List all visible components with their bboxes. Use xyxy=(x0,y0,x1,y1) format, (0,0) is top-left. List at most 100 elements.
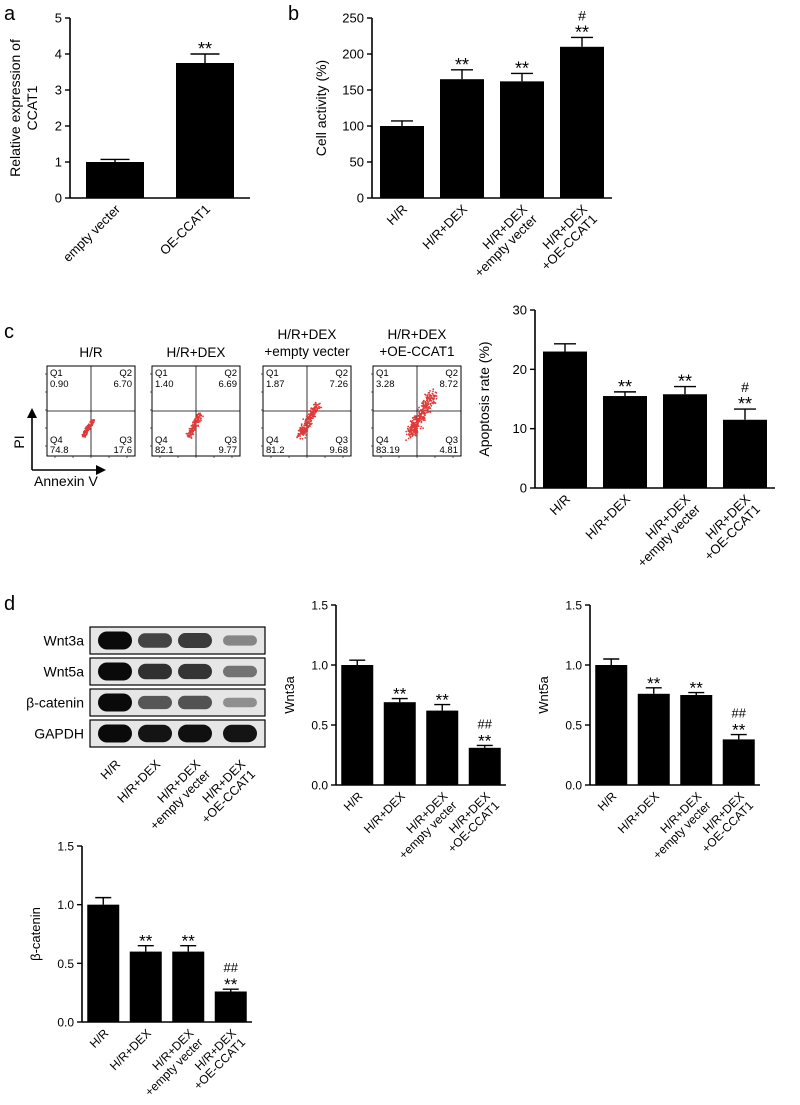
y-tick-label: 0.5 xyxy=(311,719,328,733)
chart-wnt5a: 0.00.51.01.5Wnt5aH/R**H/R+DEX**H/R+DEX+e… xyxy=(536,599,760,862)
flow-event-dot xyxy=(320,406,323,409)
flow-event-dot xyxy=(306,428,308,431)
flow-event-dot xyxy=(307,426,309,429)
blot-row-label: GAPDH xyxy=(34,726,84,742)
flow-event-dot xyxy=(311,417,313,420)
flow-event-dot xyxy=(418,411,420,413)
flow-event-dot xyxy=(421,402,423,405)
blot-band xyxy=(98,724,132,743)
bar xyxy=(383,702,416,785)
flow-event-dot xyxy=(411,425,414,428)
western-blot: Wnt3aWnt5aβ-cateninGAPDHH/RH/R+DEXH/R+DE… xyxy=(26,626,266,833)
flow-event-dot xyxy=(299,433,301,436)
flow-event-dot xyxy=(300,423,303,426)
flow-event-dot xyxy=(85,432,88,435)
y-tick-label: 30 xyxy=(513,303,527,318)
flow-event-dot xyxy=(411,433,413,436)
flow-event-dot xyxy=(302,428,304,431)
significance-label: ** xyxy=(738,394,752,414)
bar xyxy=(723,419,767,488)
flow-event-dot xyxy=(429,407,432,409)
bar xyxy=(543,351,587,488)
flow-event-dot xyxy=(313,403,315,406)
flow-event-dot xyxy=(423,407,425,410)
bar xyxy=(637,693,670,785)
flow-event-dot xyxy=(422,402,425,404)
flow-event-dot xyxy=(435,397,438,400)
x-tick-label-line: H/R+DEX xyxy=(582,491,633,542)
flow-event-dot xyxy=(412,434,415,436)
x-tick-label: H/R+DEX xyxy=(361,789,408,836)
quadrant-value-q3: 9.77 xyxy=(219,445,238,456)
flow-event-dot xyxy=(308,413,311,416)
flow-event-dot xyxy=(429,402,432,405)
y-tick-label: 4 xyxy=(55,47,62,62)
flow-event-dot xyxy=(414,425,416,427)
y-tick-label: 20 xyxy=(513,362,527,377)
flow-event-dot xyxy=(195,417,198,420)
flow-event-dot xyxy=(416,414,419,416)
y-tick-label: 0 xyxy=(520,481,527,496)
flow-event-dot xyxy=(92,418,95,421)
significance-label: # xyxy=(578,7,586,23)
flow-event-dot xyxy=(415,423,418,426)
y-tick-label: 0.5 xyxy=(57,957,74,971)
blot-band xyxy=(98,631,132,650)
flow-event-dot xyxy=(412,421,415,424)
quadrant-value-q3: 4.81 xyxy=(440,445,459,456)
flow-plot-title: H/R+DEX xyxy=(167,345,226,360)
flow-axis-legend: PI Annexin V xyxy=(11,408,106,489)
flow-event-dot xyxy=(312,415,315,418)
flow-event-dot xyxy=(309,422,311,425)
bar xyxy=(87,904,120,1022)
significance-label: ** xyxy=(478,731,492,750)
flow-event-dot xyxy=(432,399,434,401)
flow-event-dot xyxy=(86,424,89,427)
flow-event-dot xyxy=(194,428,196,431)
flow-event-dot xyxy=(428,391,431,394)
quadrant-label-q1: Q1 xyxy=(376,368,389,379)
y-tick-label: 5 xyxy=(55,11,62,26)
flow-event-dot xyxy=(422,427,424,429)
blot-lane-label: H/R xyxy=(98,757,123,782)
flow-event-dot xyxy=(422,411,425,414)
flow-event-dot xyxy=(84,436,87,438)
flow-plot-title: H/R xyxy=(79,345,103,360)
flow-event-dot xyxy=(421,416,424,419)
significance-label: ** xyxy=(139,932,153,951)
flow-event-dot xyxy=(304,430,307,433)
quadrant-label-q4: Q4 xyxy=(376,435,389,446)
flow-event-dot xyxy=(188,432,191,435)
quadrant-label-q1: Q1 xyxy=(155,368,168,379)
flow-plot-title-line: H/R xyxy=(79,345,103,360)
flow-event-dot xyxy=(424,409,427,412)
flow-x-axis-label: Annexin V xyxy=(34,473,98,489)
flow-event-dot xyxy=(302,426,305,429)
flow-event-dot xyxy=(427,394,429,396)
y-tick-label: 1.0 xyxy=(311,659,328,673)
blot-band xyxy=(178,695,212,710)
x-tick-label: H/R+DEX+OE-CCAT1 xyxy=(691,491,763,563)
flow-event-dot xyxy=(189,433,192,436)
flow-event-dot xyxy=(315,406,318,409)
flow-event-dot xyxy=(197,412,200,415)
flow-event-dot xyxy=(200,417,202,419)
flow-x-arrowhead xyxy=(96,465,106,475)
panel-letter-a: a xyxy=(4,3,16,25)
bar xyxy=(214,991,247,1022)
y-axis-label-line: Cell activity (%) xyxy=(313,60,329,156)
significance-label: ** xyxy=(393,685,407,704)
flow-event-dot xyxy=(88,427,91,430)
y-tick-label: 1.5 xyxy=(57,840,74,854)
quadrant-label-q3: Q3 xyxy=(445,435,458,446)
flow-event-dot xyxy=(432,393,434,395)
quadrant-value-q3: 17.6 xyxy=(114,445,133,456)
y-axis-label: Apoptosis rate (%) xyxy=(476,341,492,456)
y-axis-label-line: CCAT1 xyxy=(24,85,40,130)
flow-event-dot xyxy=(305,424,307,427)
quadrant-label-q2: Q2 xyxy=(119,368,132,379)
quadrant-label-q4: Q4 xyxy=(50,435,63,446)
flow-event-dot xyxy=(314,411,317,413)
flow-event-dot xyxy=(427,397,430,400)
x-tick-label: H/R+DEX+OE-CCAT1 xyxy=(528,201,600,273)
